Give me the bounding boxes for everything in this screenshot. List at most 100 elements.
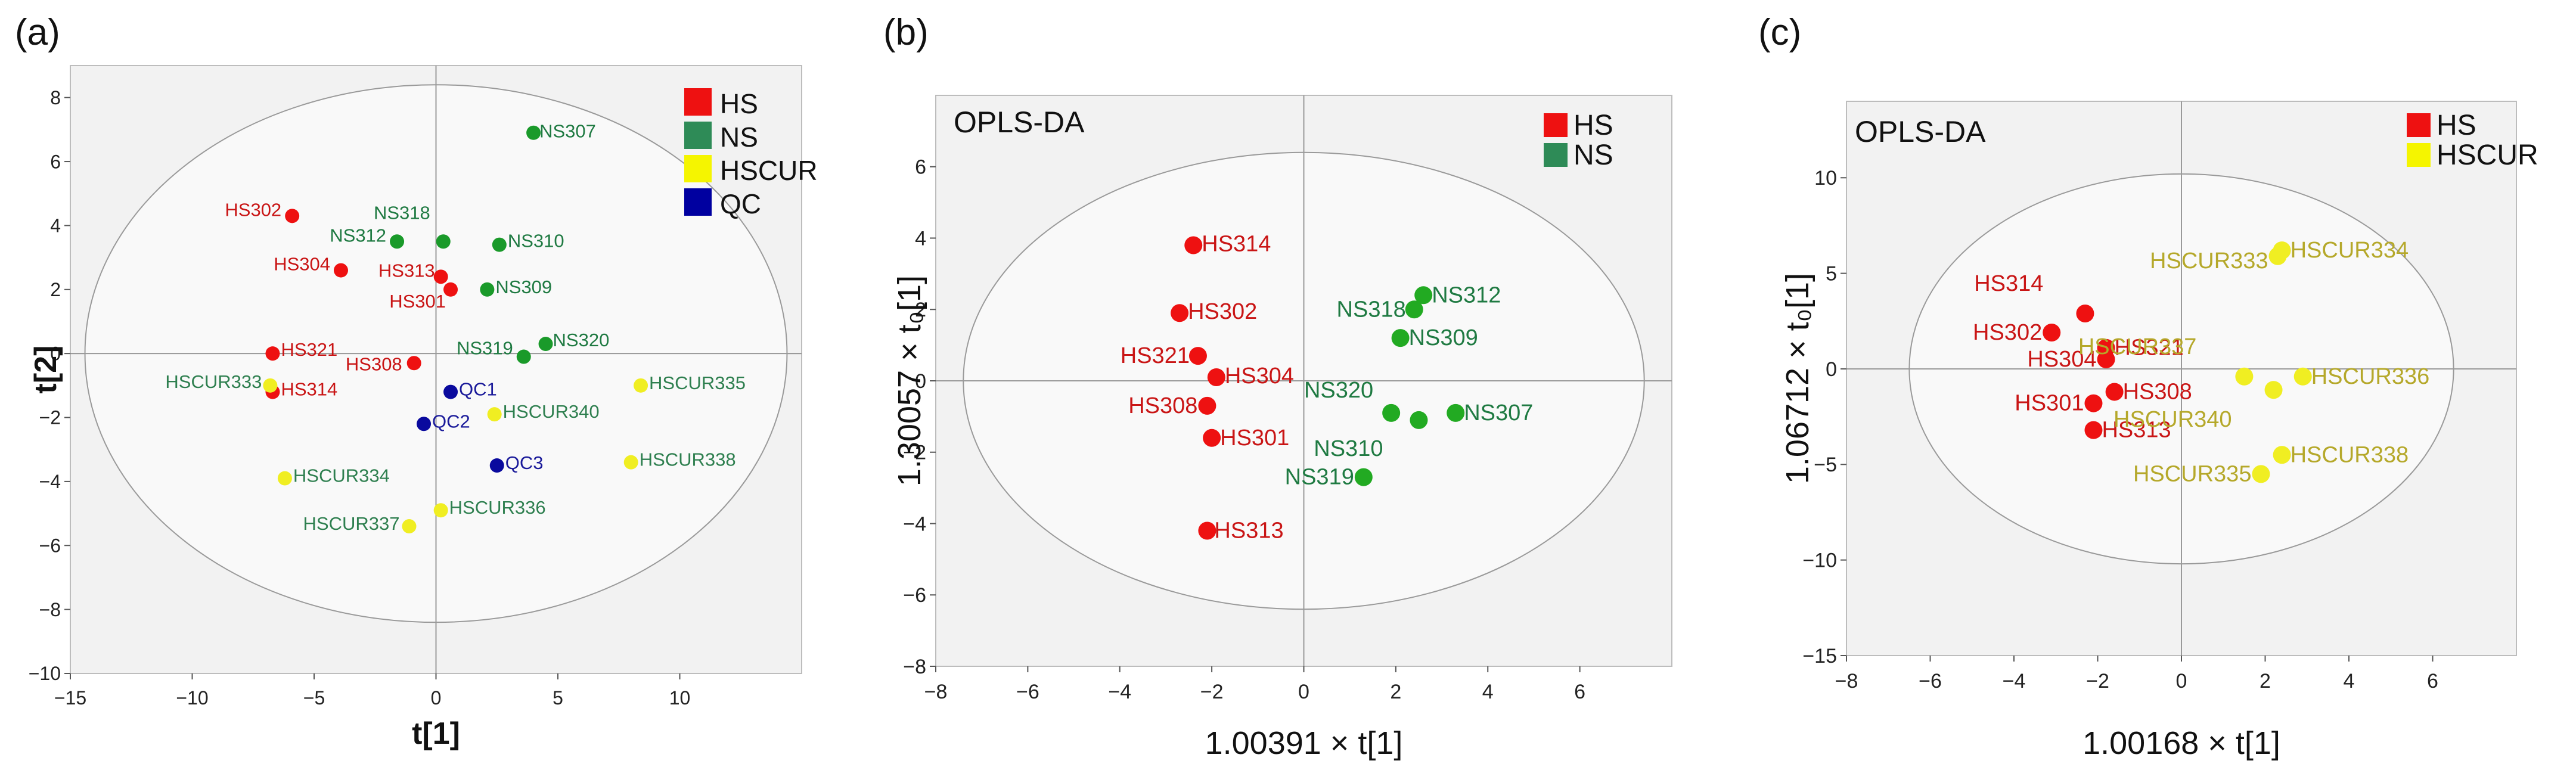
x-tick-label: −8 [1835, 670, 1858, 693]
point-QC3 [489, 458, 504, 473]
legend-label-NS: NS [720, 122, 758, 153]
point-label-HS304: HS304 [1225, 364, 1294, 389]
point-label-QC1: QC1 [459, 379, 497, 400]
legend-label-HS: HS [720, 88, 758, 119]
point-label-HSCUR337: HSCUR337 [2078, 334, 2197, 359]
point-HSCUR340 [2264, 381, 2283, 399]
point-label-HSCUR335: HSCUR335 [2133, 461, 2252, 486]
x-tick-label: −6 [1919, 670, 1942, 693]
legend-label-QC: QC [720, 188, 761, 219]
x-tick-label: −10 [176, 687, 208, 709]
x-tick-label: 0 [2176, 670, 2187, 693]
y-tick-label: −2 [39, 407, 61, 429]
point-HS304 [1207, 368, 1225, 387]
y-tick-label: −15 [1802, 645, 1837, 667]
point-HS308 [406, 356, 421, 371]
point-label-HS302: HS302 [225, 199, 281, 220]
y-tick-label: −8 [39, 599, 61, 620]
point-HS313 [1198, 521, 1216, 540]
x-tick-label: 2 [1390, 681, 1401, 703]
x-tick-label: −2 [2086, 670, 2109, 693]
y-axis-label: t[2] [29, 346, 63, 394]
y-tick-label: 2 [915, 299, 926, 321]
point-HS321 [265, 346, 280, 361]
y-tick-label: −5 [1814, 454, 1837, 476]
point-label-HSCUR335: HSCUR335 [649, 372, 746, 393]
y-tick-label: 10 [1814, 167, 1837, 190]
point-label-NS318: NS318 [374, 202, 430, 223]
point-HSCUR337 [402, 519, 417, 534]
point-NS310 [492, 237, 507, 252]
x-tick-label: 10 [669, 687, 691, 709]
x-tick-label: −2 [1200, 681, 1224, 703]
x-tick-label: 5 [553, 687, 563, 709]
y-axis-label: 1.06712 × t₀[1] [1780, 273, 1815, 484]
point-HS314 [2076, 304, 2094, 322]
point-label-HS314: HS314 [281, 379, 337, 400]
point-NS318 [436, 234, 451, 249]
point-NS319 [1354, 468, 1373, 486]
point-label-HSCUR334: HSCUR334 [293, 465, 390, 486]
point-NS320 [1382, 403, 1401, 422]
y-tick-label: −10 [29, 663, 61, 684]
point-label-NS307: NS307 [539, 121, 596, 142]
y-tick-label: −4 [39, 471, 61, 492]
chart-panel-3: −8 −6 −4 −2 0 2 4 6−15−10−50510HS314HS302HS321H… [1758, 12, 2538, 761]
point-NS318 [1405, 300, 1423, 319]
point-label-HS302: HS302 [1973, 320, 2042, 345]
point-label-HSCUR336: HSCUR336 [449, 497, 546, 518]
legend-swatch-HS [2407, 113, 2431, 137]
x-tick-label: −4 [1108, 681, 1131, 703]
point-HS302 [285, 209, 300, 223]
point-label-NS309: NS309 [495, 277, 552, 297]
point-label-HS313: HS313 [1214, 518, 1283, 543]
legend-label-HS: HS [1573, 110, 1613, 141]
x-tick-label: −8 [924, 681, 948, 703]
legend-label-HSCUR: HSCUR [720, 155, 818, 186]
y-tick-label: 5 [1826, 263, 1837, 285]
point-NS309 [1391, 329, 1410, 347]
y-tick-label: −6 [903, 584, 926, 607]
x-tick-label: 0 [1298, 681, 1309, 703]
point-NS307 [526, 125, 541, 140]
point-HS301 [443, 282, 458, 297]
point-HSCUR336 [2293, 367, 2312, 386]
point-label-HS308: HS308 [2123, 379, 2192, 404]
point-QC2 [417, 417, 432, 431]
point-label-HS302: HS302 [1188, 299, 1257, 324]
point-HSCUR338 [2273, 446, 2291, 464]
point-label-HSCUR340: HSCUR340 [2113, 407, 2232, 432]
point-label-HS313: HS313 [378, 260, 435, 281]
point-HS304 [2097, 350, 2115, 368]
point-HSCUR336 [433, 503, 448, 518]
x-tick-label: −15 [54, 687, 86, 709]
point-HS313 [433, 269, 448, 284]
point-HS302 [2043, 324, 2061, 342]
point-HS301 [2084, 394, 2103, 412]
y-tick-label: −6 [39, 535, 61, 556]
y-axis-label: 1.30057 × t₀[1] [892, 275, 927, 486]
point-NS309 [480, 282, 495, 297]
legend-label-HS: HS [2437, 110, 2476, 141]
point-QC1 [443, 384, 458, 399]
point-NS310 [1410, 411, 1428, 429]
point-HS321 [1188, 347, 1207, 365]
x-tick-label: 2 [2260, 670, 2271, 693]
point-label-HS313: HS313 [2102, 418, 2171, 443]
y-tick-label: −2 [903, 442, 926, 464]
legend-swatch-NS [1544, 143, 1568, 167]
point-NS319 [516, 349, 531, 364]
panel-title: OPLS-DA [954, 105, 1085, 139]
point-label-HS301: HS301 [2015, 391, 2084, 416]
point-label-HS314: HS314 [1974, 271, 2043, 296]
point-HS301 [1203, 429, 1221, 447]
x-axis-label: t[1] [412, 716, 460, 751]
point-label-NS307: NS307 [1464, 400, 1533, 426]
point-NS312 [1414, 286, 1433, 305]
point-label-QC3: QC3 [505, 452, 544, 473]
point-label-HSCUR338: HSCUR338 [2291, 442, 2409, 467]
point-NS320 [538, 337, 553, 352]
point-HSCUR334 [277, 471, 292, 486]
point-label-HS304: HS304 [274, 254, 330, 275]
